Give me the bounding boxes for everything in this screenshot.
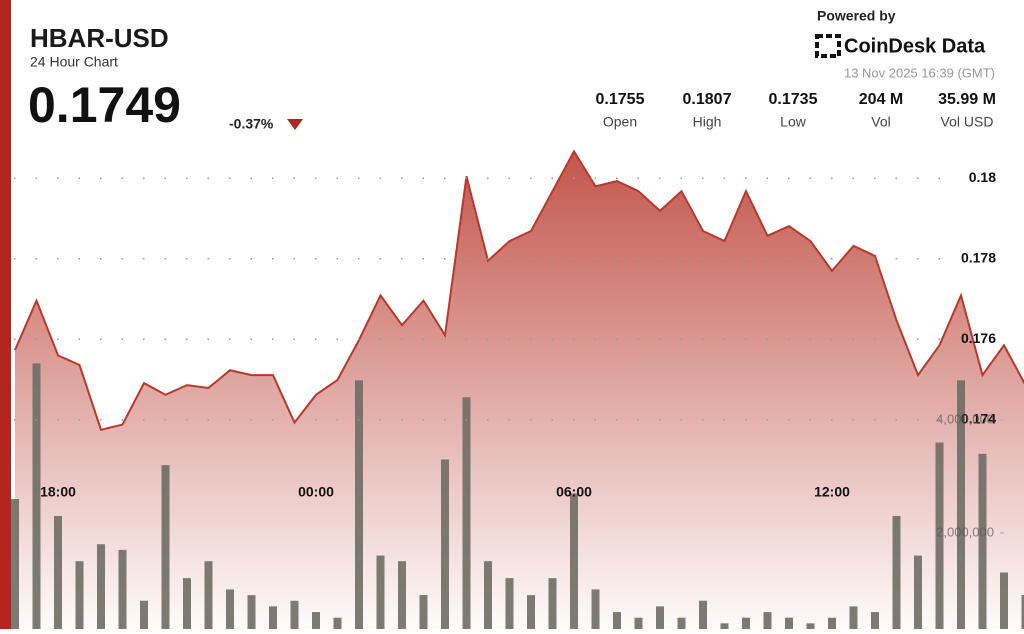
volume-bar [506, 578, 514, 629]
x-tick-label: 06:00 [556, 484, 592, 500]
price: 0.1749 [28, 77, 181, 133]
volume-bar [635, 618, 643, 629]
period: 24 Hour Chart [30, 54, 118, 70]
volume-bar [871, 612, 879, 629]
volume-bar [721, 623, 729, 629]
y-tick-label: 0.18 [969, 169, 996, 185]
volume-bar [828, 618, 836, 629]
down-arrow [287, 119, 303, 130]
powered-by: Powered by [817, 8, 896, 24]
change: -0.37% [229, 116, 274, 132]
volume-bar [979, 454, 987, 629]
stat-label: High [693, 114, 722, 130]
volume-bar [893, 516, 901, 629]
volume-bar [183, 578, 191, 629]
stat-value: 35.99 M [938, 91, 996, 108]
volume-bar [678, 618, 686, 629]
volume-bar [764, 612, 772, 629]
volume-bar [291, 601, 299, 629]
volume-bar [441, 459, 449, 629]
stat-label: Vol USD [941, 114, 994, 130]
volume-bar [226, 589, 234, 629]
y2-tick-label: 4,000,000 [936, 411, 994, 426]
volume-bar [355, 380, 363, 629]
volume-bar [592, 589, 600, 629]
volume-bar [914, 556, 922, 629]
stat-value: 0.1755 [596, 91, 645, 108]
accent-bar [0, 0, 11, 629]
volume-bar [549, 578, 557, 629]
volume-bar [420, 595, 428, 629]
timestamp: 13 Nov 2025 16:39 (GMT) [844, 65, 995, 80]
volume-bar [656, 606, 664, 629]
volume-bar [1000, 572, 1008, 629]
brand: CoinDesk Data [844, 35, 986, 57]
stat-value: 0.1735 [769, 91, 818, 108]
brand-logo [817, 36, 839, 56]
volume-bar [119, 550, 127, 629]
volume-bar [377, 556, 385, 629]
volume-bar [140, 601, 148, 629]
volume-bar [699, 601, 707, 629]
stat-label: Low [780, 114, 807, 130]
y-tick-label: 0.178 [961, 249, 996, 265]
volume-bar [785, 618, 793, 629]
volume-bar [76, 561, 84, 629]
volume-bar [205, 561, 213, 629]
volume-bar [742, 618, 750, 629]
volume-bar [248, 595, 256, 629]
volume-bar [162, 465, 170, 629]
y-tick-label: 0.176 [961, 330, 996, 346]
stat-label: Vol [871, 114, 890, 130]
volume-bar [570, 493, 578, 629]
stat-value: 204 M [859, 91, 903, 108]
volume-bar [613, 612, 621, 629]
y2-tick-label: 2,000,000 [936, 524, 994, 539]
volume-bar [463, 397, 471, 629]
volume-bar [527, 595, 535, 629]
volume-bar [334, 618, 342, 629]
volume-bar [398, 561, 406, 629]
stat-value: 0.1807 [683, 91, 732, 108]
x-tick-label: 00:00 [298, 484, 334, 500]
x-tick-label: 18:00 [40, 484, 76, 500]
volume-bar [850, 606, 858, 629]
volume-bar [269, 606, 277, 629]
x-tick-label: 12:00 [814, 484, 850, 500]
symbol: HBAR-USD [30, 23, 169, 53]
volume-bar [97, 544, 105, 629]
volume-bar [312, 612, 320, 629]
volume-bar [54, 516, 62, 629]
volume-bar [484, 561, 492, 629]
stat-label: Open [603, 114, 637, 130]
volume-bar [11, 499, 19, 629]
volume-bar [807, 623, 815, 629]
